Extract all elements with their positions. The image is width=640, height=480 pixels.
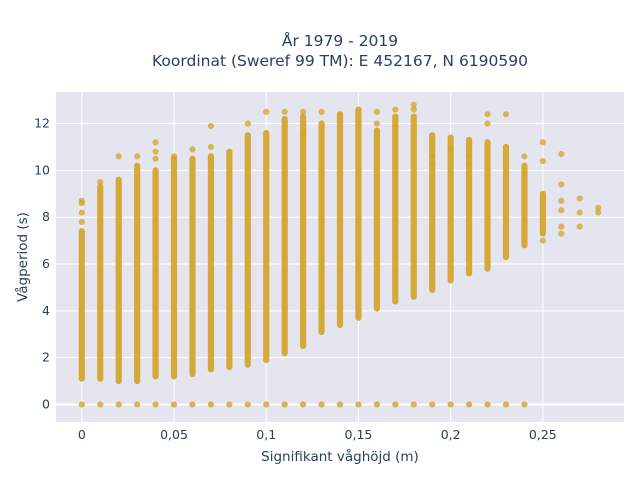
data-point-zero bbox=[521, 401, 528, 408]
x-tick-label: 0,2 bbox=[441, 427, 461, 442]
data-point-zero bbox=[97, 401, 104, 408]
x-tick-label: 0,15 bbox=[345, 427, 373, 442]
x-tick-label: 0,25 bbox=[529, 427, 557, 442]
data-point-zero bbox=[410, 401, 417, 408]
data-point bbox=[152, 155, 159, 162]
y-tick-label: 6 bbox=[42, 256, 50, 271]
data-point-zero bbox=[318, 401, 325, 408]
y-tick-label: 12 bbox=[34, 116, 50, 131]
data-point bbox=[373, 108, 380, 115]
data-point bbox=[558, 223, 565, 230]
y-tick-label: 0 bbox=[42, 396, 50, 411]
data-point bbox=[465, 160, 473, 167]
data-point bbox=[429, 160, 436, 167]
data-point-zero bbox=[189, 401, 196, 408]
data-point-zero bbox=[244, 401, 251, 408]
data-point-zero bbox=[152, 401, 159, 408]
data-point bbox=[134, 153, 141, 160]
data-point bbox=[152, 139, 159, 146]
data-point bbox=[539, 157, 546, 165]
data-point-zero bbox=[134, 401, 141, 408]
data-point bbox=[300, 129, 307, 137]
y-axis-title: Vågperiod (s) bbox=[14, 212, 31, 302]
data-point bbox=[465, 153, 473, 160]
data-point-zero bbox=[355, 401, 362, 408]
data-point-zero bbox=[447, 401, 454, 408]
data-point-zero bbox=[170, 401, 178, 408]
data-point bbox=[576, 223, 583, 230]
y-tick-label: 4 bbox=[42, 303, 50, 318]
data-point bbox=[484, 120, 491, 127]
y-tick-label: 8 bbox=[42, 209, 50, 224]
x-tick-label: 0 bbox=[78, 427, 86, 442]
data-point bbox=[78, 218, 85, 225]
data-point bbox=[558, 181, 565, 188]
data-point bbox=[78, 200, 85, 207]
data-point-zero bbox=[263, 401, 270, 408]
data-point bbox=[539, 139, 546, 146]
x-tick-label: 0,1 bbox=[256, 427, 276, 442]
data-point-zero bbox=[336, 401, 344, 408]
data-point-zero bbox=[484, 401, 491, 408]
data-point-zero bbox=[115, 401, 122, 408]
data-point bbox=[300, 108, 307, 115]
y-tick-label: 10 bbox=[34, 162, 50, 177]
data-point bbox=[170, 153, 178, 160]
data-point bbox=[521, 153, 528, 160]
data-point-zero bbox=[392, 401, 399, 408]
data-point bbox=[595, 204, 602, 211]
data-point bbox=[595, 209, 602, 216]
data-point bbox=[484, 111, 491, 118]
data-point bbox=[373, 120, 380, 127]
data-point bbox=[263, 108, 270, 115]
data-point-zero bbox=[429, 401, 436, 408]
data-point bbox=[281, 108, 288, 115]
data-point bbox=[429, 153, 436, 160]
data-point-zero bbox=[226, 401, 233, 408]
data-point bbox=[558, 230, 565, 237]
x-axis-ticks: 0 0,05 0,1 0,15 0,2 0,25 bbox=[78, 427, 557, 442]
data-point bbox=[189, 146, 196, 153]
chart-title-line-2: Koordinat (Sweref 99 TM): E 452167, N 61… bbox=[152, 52, 528, 70]
data-point bbox=[392, 106, 399, 113]
data-point bbox=[115, 153, 122, 160]
data-point-zero bbox=[281, 401, 288, 408]
data-point bbox=[97, 179, 104, 186]
data-point bbox=[447, 146, 454, 153]
data-point-zero bbox=[207, 401, 215, 408]
data-point bbox=[410, 106, 417, 113]
data-points bbox=[78, 101, 602, 408]
y-axis-ticks: 0 2 4 6 8 10 12 bbox=[34, 116, 50, 412]
data-point bbox=[539, 237, 546, 244]
x-tick-label: 0,05 bbox=[160, 427, 188, 442]
data-point bbox=[576, 195, 583, 202]
data-point-zero bbox=[78, 401, 85, 408]
chart-title-line-1: År 1979 - 2019 bbox=[282, 31, 398, 50]
data-point-zero bbox=[373, 401, 380, 408]
data-point bbox=[558, 150, 565, 158]
data-point bbox=[318, 108, 325, 115]
data-point bbox=[152, 148, 159, 155]
data-point bbox=[392, 122, 399, 130]
data-point-zero bbox=[300, 401, 307, 408]
data-point bbox=[207, 122, 215, 130]
data-point bbox=[558, 197, 565, 204]
x-axis-title: Signifikant våghöjd (m) bbox=[261, 448, 419, 465]
data-point bbox=[244, 120, 251, 127]
y-tick-label: 2 bbox=[42, 350, 50, 365]
data-point bbox=[78, 209, 85, 216]
data-point bbox=[502, 111, 510, 118]
data-point bbox=[207, 143, 215, 151]
data-point bbox=[558, 207, 565, 214]
data-point bbox=[576, 209, 583, 216]
data-point-zero bbox=[502, 401, 510, 408]
data-point bbox=[410, 101, 417, 108]
data-point-zero bbox=[465, 401, 473, 408]
